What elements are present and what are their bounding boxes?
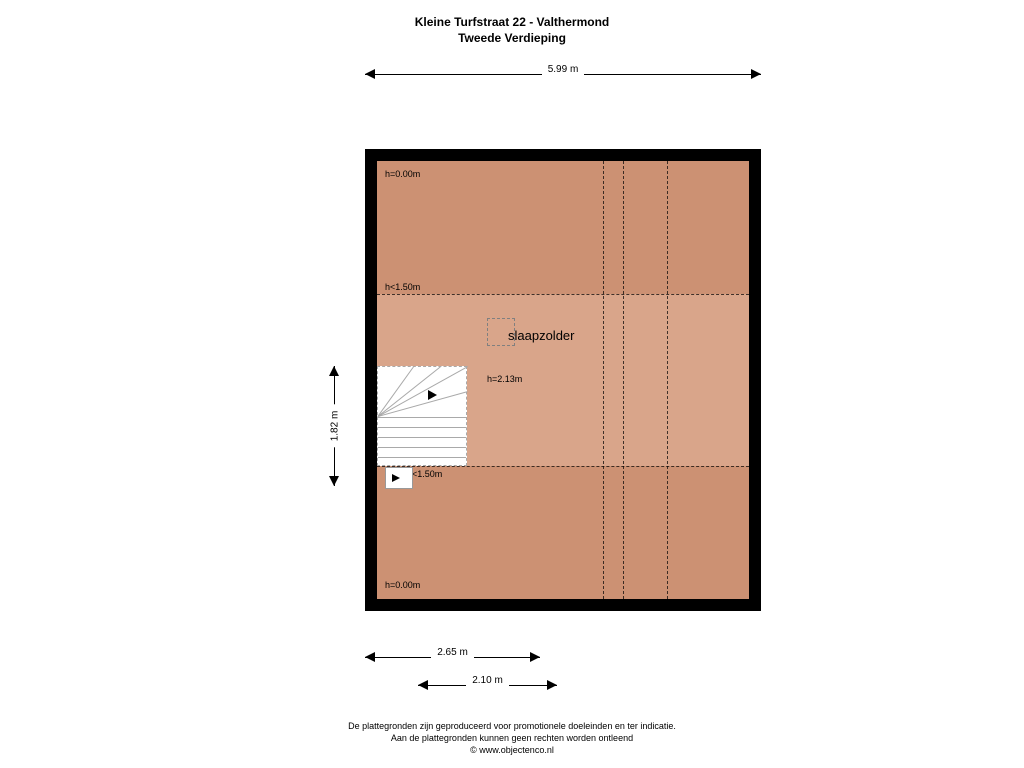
footer-line-1: De plattegronden zijn geproduceerd voor … [0, 720, 1024, 732]
dimension-bottom-2: 2.10 m [418, 678, 557, 694]
dimension-left: 1.82 m [327, 366, 343, 486]
footer-line-2: Aan de plattegronden kunnen geen rechten… [0, 732, 1024, 744]
title-block: Kleine Turfstraat 22 - Valthermond Tweed… [0, 14, 1024, 46]
dimension-top: 5.99 m [365, 67, 761, 83]
height-zone [377, 466, 749, 599]
floorplan-frame: h=0.00mh<1.50mh=2.13mh<1.50mh=0.00mslaap… [365, 149, 761, 611]
dimension-bottom-2-label: 2.10 m [466, 675, 509, 686]
dimension-top-label: 5.99 m [542, 64, 585, 75]
staircase [377, 366, 467, 466]
guide-line-vertical [623, 161, 624, 599]
dimension-left-label: 1.82 m [330, 405, 341, 448]
height-annotation: h=0.00m [385, 169, 420, 179]
cv-unit [385, 467, 413, 489]
footer-line-3: © www.objectenco.nl [0, 744, 1024, 756]
height-annotation: h=0.00m [385, 580, 420, 590]
title-line-2: Tweede Verdieping [0, 30, 1024, 46]
footer-disclaimer: De plattegronden zijn geproduceerd voor … [0, 720, 1024, 756]
dimension-bottom-1-label: 2.65 m [431, 647, 474, 658]
zone-divider [377, 294, 749, 295]
height-zone [377, 161, 749, 294]
guide-line-vertical [603, 161, 604, 599]
height-annotation: h<1.50m [385, 282, 420, 292]
height-annotation: h=2.13m [487, 374, 522, 384]
title-line-1: Kleine Turfstraat 22 - Valthermond [0, 14, 1024, 30]
arrow-right-icon [392, 474, 400, 482]
floorplan-inner: h=0.00mh<1.50mh=2.13mh<1.50mh=0.00mslaap… [377, 161, 749, 599]
stair-direction-icon [428, 390, 437, 400]
room-label: slaapzolder [508, 328, 575, 343]
zone-divider [377, 466, 749, 467]
dimension-bottom-1: 2.65 m [365, 650, 540, 666]
guide-line-vertical [667, 161, 668, 599]
